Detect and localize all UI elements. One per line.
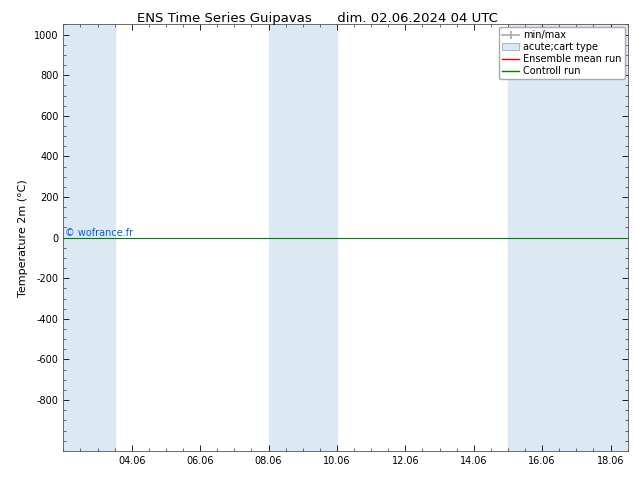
Y-axis label: Temperature 2m (°C): Temperature 2m (°C) xyxy=(18,179,29,296)
Bar xyxy=(63,24,115,451)
Bar xyxy=(269,24,337,451)
Text: © wofrance.fr: © wofrance.fr xyxy=(65,227,133,238)
Bar xyxy=(508,24,628,451)
Text: ENS Time Series Guipavas      dim. 02.06.2024 04 UTC: ENS Time Series Guipavas dim. 02.06.2024… xyxy=(136,12,498,25)
Legend: min/max, acute;cart type, Ensemble mean run, Controll run: min/max, acute;cart type, Ensemble mean … xyxy=(499,27,624,79)
